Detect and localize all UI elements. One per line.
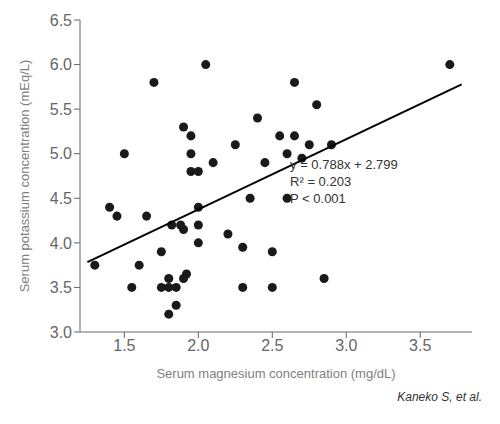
svg-text:2.5: 2.5 xyxy=(261,337,283,354)
svg-text:4.0: 4.0 xyxy=(50,235,72,252)
svg-text:6.5: 6.5 xyxy=(50,12,72,29)
svg-text:5.0: 5.0 xyxy=(50,145,72,162)
svg-text:3.5: 3.5 xyxy=(50,279,72,296)
svg-text:Serum magnesium concentration: Serum magnesium concentration (mg/dL) xyxy=(156,366,395,381)
svg-text:Serum potassium concentration: Serum potassium concentration (mEq/L) xyxy=(17,60,32,293)
svg-text:4.5: 4.5 xyxy=(50,190,72,207)
svg-text:6.0: 6.0 xyxy=(50,56,72,73)
svg-text:2.0: 2.0 xyxy=(187,337,209,354)
svg-text:5.5: 5.5 xyxy=(50,101,72,118)
svg-text:3.5: 3.5 xyxy=(409,337,431,354)
svg-text:y = 0.788x + 2.799R² = 0.203P: y = 0.788x + 2.799R² = 0.203P < 0.001 xyxy=(290,157,398,206)
svg-text:3.0: 3.0 xyxy=(50,324,72,341)
svg-text:3.0: 3.0 xyxy=(335,337,357,354)
svg-text:1.5: 1.5 xyxy=(113,337,135,354)
html-text:Kaneko S, et al.: Kaneko S, et al. xyxy=(397,390,482,404)
